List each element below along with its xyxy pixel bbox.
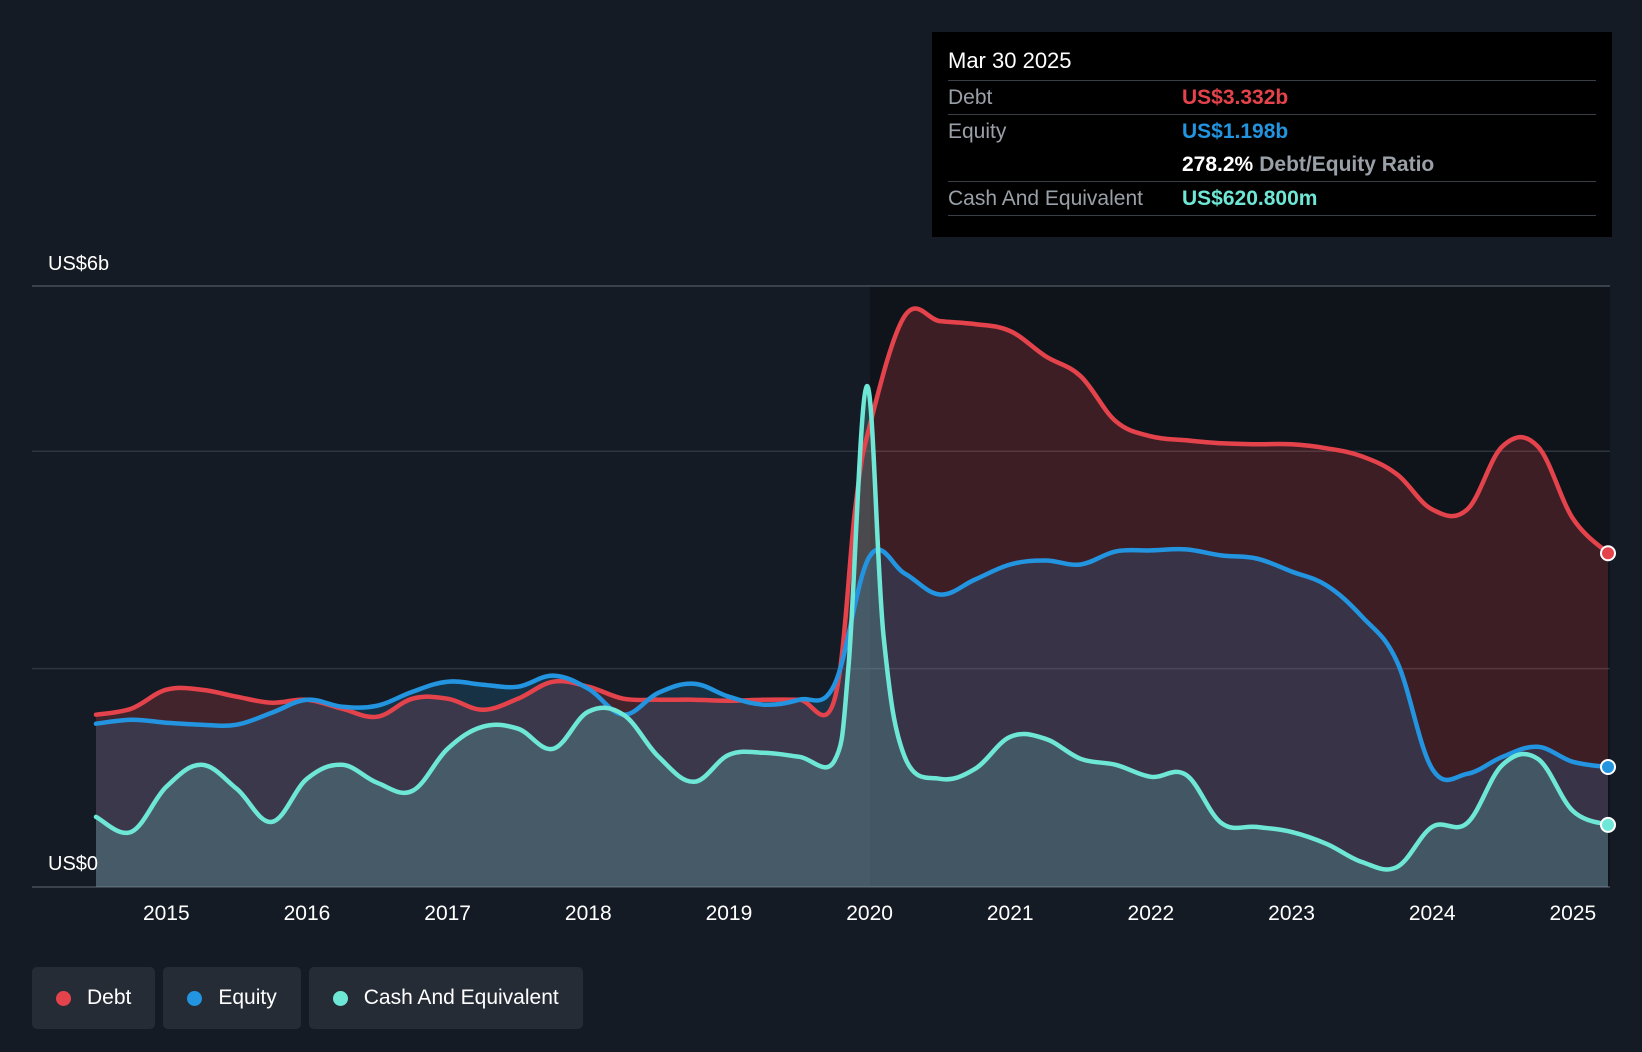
- tooltip-equity-row: Equity US$1.198b: [948, 115, 1596, 148]
- lines: [93, 306, 1611, 872]
- x-tick-label: 2021: [987, 902, 1034, 925]
- legend-label-debt: Debt: [87, 986, 132, 1009]
- y-axis-top-label: US$6b: [48, 253, 109, 275]
- tooltip-debt-label: Debt: [948, 86, 993, 109]
- legend-item-cash[interactable]: Cash And Equivalent: [308, 967, 583, 1029]
- tooltip-ratio-label: Debt/Equity Ratio: [1259, 153, 1435, 176]
- legend-item-debt[interactable]: Debt: [32, 967, 156, 1029]
- tooltip-date: Mar 30 2025: [948, 46, 1596, 81]
- area-equity: [96, 549, 1608, 887]
- x-tick-label: 2017: [424, 902, 471, 925]
- legend-dot-equity-icon: [187, 990, 203, 1006]
- x-tick-label: 2015: [143, 902, 190, 925]
- x-tick-label: 2018: [565, 902, 612, 925]
- tooltip-ratio-row: 278.2% Debt/Equity Ratio: [948, 148, 1596, 182]
- endpoint-cash[interactable]: [1600, 816, 1616, 833]
- legend-item-equity[interactable]: Equity: [163, 967, 301, 1029]
- line-equity: [93, 546, 1611, 783]
- legend: Debt Equity Cash And Equivalent: [32, 967, 583, 1029]
- x-tick-label: 2024: [1409, 902, 1456, 925]
- tooltip-cash-row: Cash And Equivalent US$620.800m: [948, 182, 1596, 216]
- y-axis-bottom-label: US$0: [48, 853, 98, 875]
- x-tick-label: 2020: [846, 902, 893, 925]
- tooltip: Mar 30 2025 Debt US$3.332b Equity US$1.1…: [932, 32, 1612, 237]
- legend-dot-cash-icon: [332, 990, 348, 1006]
- legend-label-equity: Equity: [218, 986, 277, 1009]
- tooltip-debt-row: Debt US$3.332b: [948, 81, 1596, 115]
- endpoints: [1600, 545, 1616, 833]
- x-axis: 2015 2016 2017 2018 2019 2020 2021 2022 2023 2024…: [143, 902, 1596, 925]
- tooltip-cash-value: US$620.800m: [1182, 187, 1318, 210]
- endpoint-equity[interactable]: [1600, 759, 1616, 776]
- x-tick-label: 2016: [284, 902, 331, 925]
- x-tick-label: 2025: [1549, 902, 1596, 925]
- legend-dot-debt-icon: [56, 990, 71, 1006]
- endpoint-debt[interactable]: [1600, 545, 1616, 562]
- x-tick-label: 2023: [1268, 902, 1315, 925]
- tooltip-equity-label: Equity: [948, 120, 1007, 143]
- tooltip-ratio-value: 278.2%: [1182, 153, 1254, 176]
- x-tick-label: 2022: [1128, 902, 1175, 925]
- tooltip-debt-value: US$3.332b: [1182, 86, 1289, 109]
- x-tick-label: 2019: [706, 902, 753, 925]
- legend-label-cash: Cash And Equivalent: [363, 986, 559, 1009]
- tooltip-cash-label: Cash And Equivalent: [948, 187, 1143, 210]
- line-cash: [93, 383, 1611, 872]
- tooltip-equity-value: US$1.198b: [1182, 120, 1289, 143]
